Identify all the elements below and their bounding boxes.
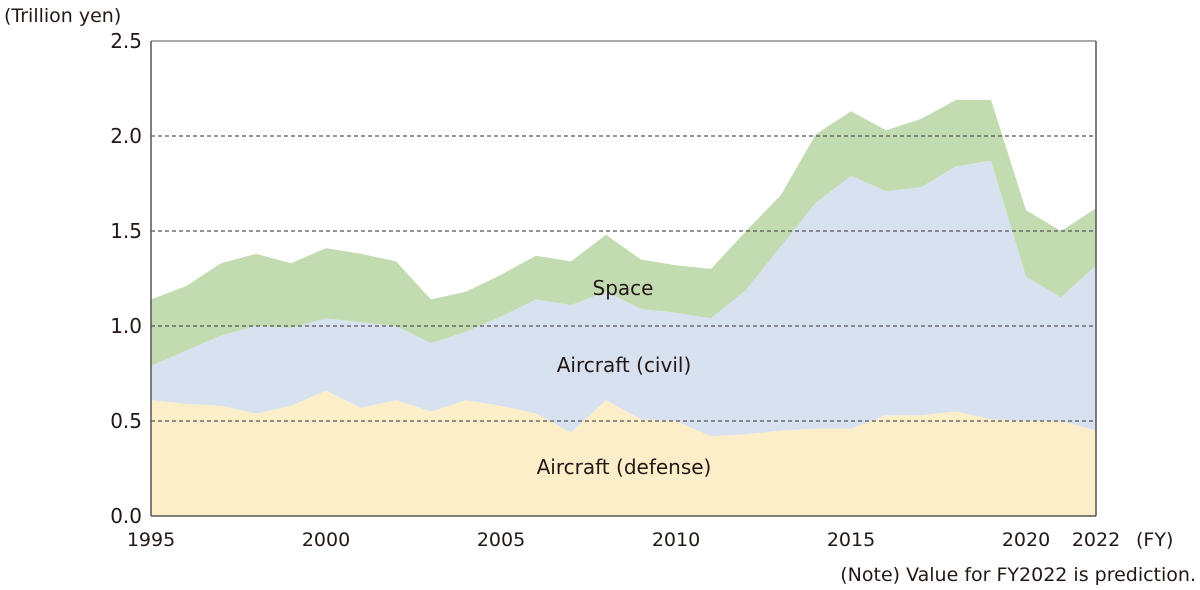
series-label: Space	[593, 276, 654, 300]
y-tick-label: 2.0	[110, 124, 142, 148]
y-tick-label: 2.5	[110, 29, 142, 53]
y-tick-label: 1.5	[110, 219, 142, 243]
area-aircraft-civil	[151, 160, 1096, 437]
x-tick-label: 1995	[127, 529, 175, 551]
y-axis-label: (Trillion yen)	[4, 5, 121, 27]
x-tick-label: 2005	[477, 529, 525, 551]
y-tick-label: 0.5	[110, 409, 142, 433]
series-label: Aircraft (defense)	[537, 455, 712, 479]
y-tick-label: 0.0	[110, 504, 142, 528]
area-aircraft-defense	[151, 390, 1096, 516]
x-axis-label: (FY)	[1136, 529, 1173, 551]
x-tick-label: 2022	[1072, 529, 1120, 551]
area-space	[151, 99, 1096, 366]
series-label: Aircraft (civil)	[557, 353, 692, 377]
y-tick-label: 1.0	[110, 314, 142, 338]
x-tick-label: 2000	[302, 529, 350, 551]
x-tick-label: 2020	[1002, 529, 1050, 551]
x-tick-label: 2015	[827, 529, 875, 551]
x-tick-label: 2010	[652, 529, 700, 551]
note: (Note) Value for FY2022 is prediction.	[840, 564, 1196, 586]
